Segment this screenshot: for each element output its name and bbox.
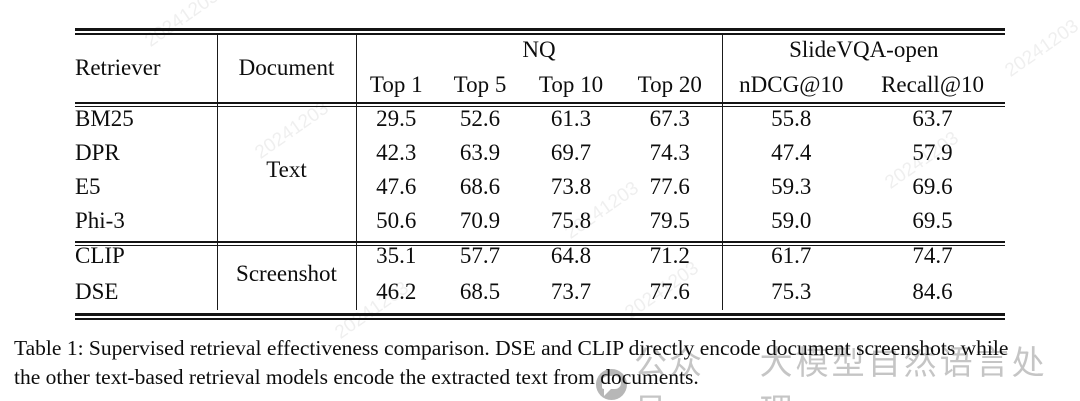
metric-value: 74.7 xyxy=(912,243,953,269)
metric-value: 35.1 xyxy=(376,243,417,269)
table-row: E5 47.6 68.6 73.8 77.6 59.3 69.6 xyxy=(75,170,1005,204)
metric-value: 84.6 xyxy=(912,279,953,305)
metric-value: 73.8 xyxy=(550,174,592,200)
metric-value: 47.4 xyxy=(771,140,812,166)
col-header-recall10: Recall@10 xyxy=(881,71,985,97)
retriever-name: Phi-3 xyxy=(75,204,218,238)
retrieval-comparison-table: Retriever Document NQ SlideVQA-open Top … xyxy=(75,33,1005,310)
chat-bubble-icon xyxy=(596,368,627,400)
metric-value: 59.0 xyxy=(771,208,812,234)
caption-line-1: Table 1: Supervised retrieval effectiven… xyxy=(14,336,1009,360)
watermark-name: 大模型自然语言处理 xyxy=(759,346,1048,401)
metric-value: 61.7 xyxy=(771,243,812,269)
section-rule-thick xyxy=(75,241,1005,244)
col-header-document: Document xyxy=(217,33,357,102)
metric-value: 61.3 xyxy=(550,106,592,132)
metric-value: 63.9 xyxy=(459,140,501,166)
header-rule-thin xyxy=(75,105,1005,107)
metric-value: 68.5 xyxy=(459,279,501,305)
metric-value: 74.3 xyxy=(618,136,723,170)
top-rule-thin xyxy=(75,33,1005,35)
metric-value: 70.9 xyxy=(459,208,501,234)
col-header-top1: Top 1 xyxy=(369,71,423,97)
table-row: DSE 46.2 68.5 73.7 77.6 75.3 84.6 xyxy=(75,274,1005,310)
group-header-slidevqa: SlideVQA-open xyxy=(789,37,939,63)
metric-value: 79.5 xyxy=(618,204,723,238)
metric-value: 75.8 xyxy=(550,208,592,234)
bottom-rule-thick xyxy=(75,313,1005,316)
metric-value: 63.7 xyxy=(912,106,953,132)
channel-watermark: 公众号 大模型自然语言处理 xyxy=(596,336,1080,401)
table-row: CLIP Screenshot 35.1 57.7 64.8 71.2 61.7… xyxy=(75,238,1005,310)
table-row: Phi-3 50.6 70.9 75.8 79.5 59.0 69.5 xyxy=(75,204,1005,238)
table-row: DPR 42.3 63.9 69.7 74.3 47.4 57.9 xyxy=(75,136,1005,170)
metric-value: 69.7 xyxy=(550,140,592,166)
section-rule-thin xyxy=(75,244,1005,246)
watermark-label: 公众号 xyxy=(634,346,704,401)
metric-value: 59.3 xyxy=(771,174,812,200)
metric-value: 50.6 xyxy=(376,208,417,234)
diagonal-stamp: 20241203 xyxy=(1001,15,1080,82)
group-header-nq: NQ xyxy=(356,33,723,67)
retriever-name: E5 xyxy=(75,170,218,204)
col-header-top20: Top 20 xyxy=(618,67,723,102)
table-caption: Table 1: Supervised retrieval effectiven… xyxy=(14,334,1072,391)
metric-value: 42.3 xyxy=(376,140,417,166)
col-header-ndcg10: nDCG@10 xyxy=(739,71,844,97)
retriever-name: BM25 xyxy=(75,102,218,136)
metric-value: 46.2 xyxy=(376,279,417,305)
metric-value: 57.9 xyxy=(912,140,953,166)
metric-value: 29.5 xyxy=(376,106,417,132)
metric-value: 64.8 xyxy=(550,243,592,269)
metric-value: 67.3 xyxy=(618,102,723,136)
document-type: Screenshot xyxy=(217,238,357,310)
retriever-name: DPR xyxy=(75,136,218,170)
metric-value: 68.6 xyxy=(459,174,501,200)
metric-value: 77.6 xyxy=(618,170,723,204)
metric-value: 55.8 xyxy=(771,106,812,132)
table-row: BM25 Text 29.5 52.6 61.3 67.3 55.8 63.7 xyxy=(75,102,1005,238)
top-rule-thick xyxy=(75,28,1005,31)
metric-value: 57.7 xyxy=(459,243,501,269)
metric-value: 69.5 xyxy=(912,208,953,234)
metric-value: 69.6 xyxy=(912,174,953,200)
document-type: Text xyxy=(217,102,357,238)
metric-value: 52.6 xyxy=(459,106,501,132)
metric-value: 73.7 xyxy=(550,279,592,305)
retriever-name: CLIP xyxy=(75,238,218,274)
col-header-top5: Top 5 xyxy=(453,71,507,97)
col-header-top10: Top 10 xyxy=(538,71,604,97)
metric-value: 71.2 xyxy=(618,238,723,274)
bottom-rule-thin xyxy=(75,318,1005,320)
metric-value: 77.6 xyxy=(618,274,723,310)
header-rule-thick xyxy=(75,102,1005,105)
metric-value: 75.3 xyxy=(771,279,812,305)
retriever-name: DSE xyxy=(75,274,218,310)
results-table: Retriever Document NQ SlideVQA-open Top … xyxy=(75,28,1005,320)
metric-value: 47.6 xyxy=(376,174,417,200)
col-header-retriever: Retriever xyxy=(75,33,218,102)
caption-line-2: the other text-based retrieval models en… xyxy=(14,364,699,389)
